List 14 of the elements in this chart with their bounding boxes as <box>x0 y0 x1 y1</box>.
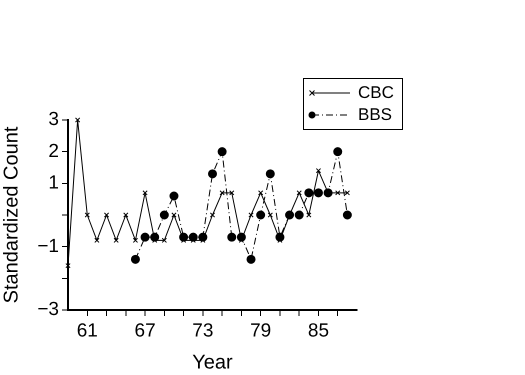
x-tick-label: 85 <box>308 320 330 342</box>
x-tick-label: 73 <box>192 320 214 342</box>
x-tick-label: 61 <box>76 320 98 342</box>
legend-label: CBC <box>358 83 394 103</box>
y-tick-label: 2 <box>48 140 59 162</box>
y-axis-title: Standardized Count <box>0 126 23 304</box>
y-tick-label: 1 <box>48 172 59 194</box>
y-tick-label: −1 <box>37 236 59 257</box>
legend-label: BBS <box>358 105 392 125</box>
x-tick-label: 79 <box>250 320 272 342</box>
y-tick-label: 3 <box>48 109 59 130</box>
x-tick-label: 67 <box>134 320 156 342</box>
x-axis-title: Year <box>192 352 234 374</box>
y-tick-label: −3 <box>37 299 59 320</box>
